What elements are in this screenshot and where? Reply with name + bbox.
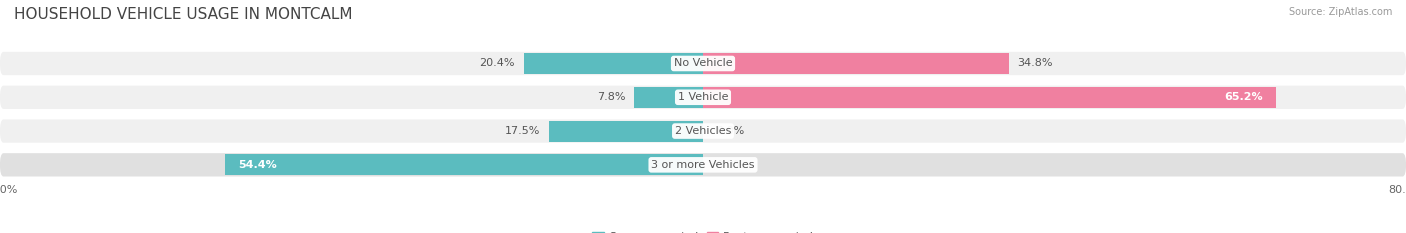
FancyBboxPatch shape [0, 153, 1406, 177]
Bar [634, 87, 703, 108]
FancyBboxPatch shape [0, 86, 1406, 109]
Text: 0.0%: 0.0% [716, 126, 744, 136]
Bar [550, 121, 703, 141]
Bar [703, 53, 1010, 74]
Text: 34.8%: 34.8% [1018, 58, 1053, 69]
Text: 2 Vehicles: 2 Vehicles [675, 126, 731, 136]
Legend: Owner-occupied, Renter-occupied: Owner-occupied, Renter-occupied [588, 227, 818, 233]
Text: Source: ZipAtlas.com: Source: ZipAtlas.com [1288, 7, 1392, 17]
Bar [524, 53, 703, 74]
Text: HOUSEHOLD VEHICLE USAGE IN MONTCALM: HOUSEHOLD VEHICLE USAGE IN MONTCALM [14, 7, 353, 22]
FancyBboxPatch shape [0, 119, 1406, 143]
FancyBboxPatch shape [0, 52, 1406, 75]
Text: 3 or more Vehicles: 3 or more Vehicles [651, 160, 755, 170]
Bar [225, 154, 703, 175]
Text: 17.5%: 17.5% [505, 126, 540, 136]
Text: 1 Vehicle: 1 Vehicle [678, 92, 728, 102]
Text: 54.4%: 54.4% [238, 160, 277, 170]
Text: 65.2%: 65.2% [1225, 92, 1263, 102]
Bar [703, 87, 1277, 108]
Text: 7.8%: 7.8% [598, 92, 626, 102]
Text: No Vehicle: No Vehicle [673, 58, 733, 69]
Text: 20.4%: 20.4% [479, 58, 515, 69]
Text: 0.0%: 0.0% [716, 160, 744, 170]
